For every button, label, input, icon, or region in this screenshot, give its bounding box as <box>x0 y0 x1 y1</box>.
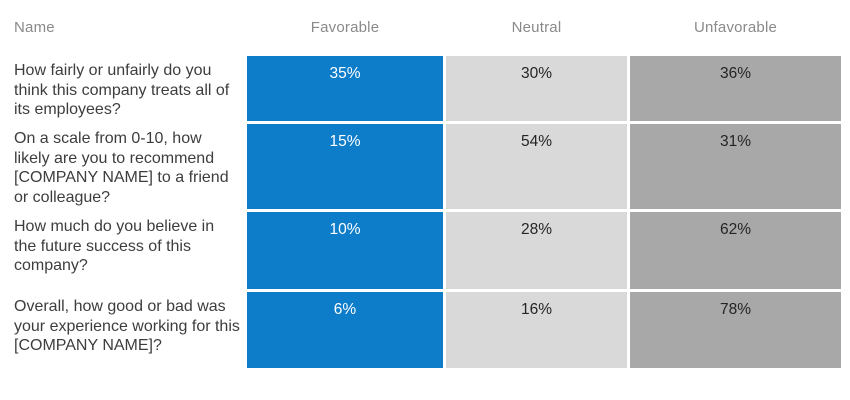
question-label: On a scale from 0-10, how likely are you… <box>14 130 229 207</box>
question-label: How much do you believe in the future su… <box>14 218 215 275</box>
favorable-cell: 6% <box>247 292 443 368</box>
column-header-favorable: Favorable <box>310 19 380 36</box>
column-header-name: Name <box>14 19 55 36</box>
neutral-cell: 54% <box>446 124 627 209</box>
favorable-cell: 35% <box>247 56 443 121</box>
unfavorable-cell: 31% <box>630 124 841 209</box>
question-label: Overall, how good or bad was your experi… <box>14 298 240 355</box>
neutral-cell: 28% <box>446 212 627 289</box>
unfavorable-cell: 36% <box>630 56 841 121</box>
favorable-cell: 15% <box>247 124 443 209</box>
column-header-neutral: Neutral <box>511 19 562 36</box>
neutral-cell: 30% <box>446 56 627 121</box>
question-label: How fairly or unfairly do you think this… <box>14 62 230 119</box>
results-grid: Name Favorable Neutral Unfavorable How f… <box>14 19 841 368</box>
favorable-cell: 10% <box>247 212 443 289</box>
unfavorable-cell: 78% <box>630 292 841 368</box>
unfavorable-cell: 62% <box>630 212 841 289</box>
neutral-cell: 16% <box>446 292 627 368</box>
column-header-unfavorable: Unfavorable <box>693 19 778 36</box>
